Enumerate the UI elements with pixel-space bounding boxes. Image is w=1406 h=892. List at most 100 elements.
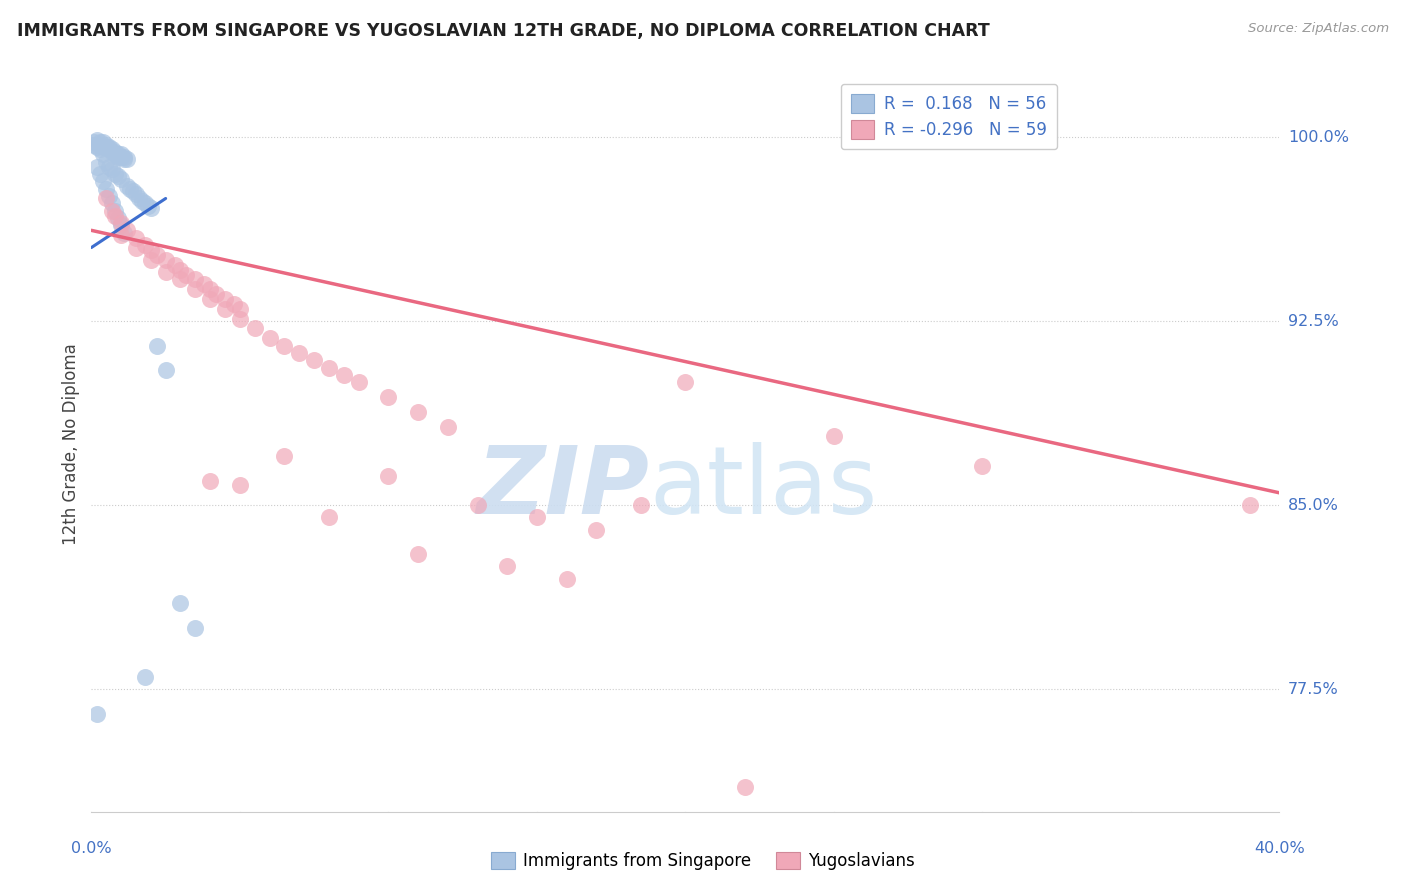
Point bbox=[89, 137, 111, 152]
Point bbox=[98, 160, 121, 174]
Point bbox=[436, 419, 458, 434]
Point bbox=[107, 147, 129, 161]
Point bbox=[101, 196, 124, 211]
Point bbox=[91, 135, 114, 149]
Point bbox=[273, 338, 295, 352]
Legend: R =  0.168   N = 56, R = -0.296   N = 59: R = 0.168 N = 56, R = -0.296 N = 59 bbox=[841, 84, 1057, 149]
Point bbox=[107, 150, 129, 164]
Point bbox=[134, 670, 156, 684]
Point bbox=[155, 363, 177, 377]
Point bbox=[91, 174, 114, 188]
Point bbox=[101, 203, 124, 218]
Point bbox=[205, 287, 228, 301]
Point bbox=[318, 360, 340, 375]
Point bbox=[112, 226, 135, 240]
Point bbox=[104, 147, 127, 161]
Point bbox=[112, 152, 135, 166]
Point bbox=[184, 282, 207, 296]
Point bbox=[214, 301, 236, 316]
Point bbox=[134, 238, 156, 252]
Point bbox=[118, 181, 141, 195]
Point bbox=[163, 258, 186, 272]
Point bbox=[630, 498, 652, 512]
Point bbox=[139, 243, 162, 257]
Point bbox=[86, 160, 108, 174]
Point bbox=[347, 376, 370, 390]
Point bbox=[184, 621, 207, 635]
Point bbox=[155, 252, 177, 267]
Point bbox=[110, 150, 132, 164]
Point bbox=[89, 142, 111, 156]
Point bbox=[86, 132, 108, 146]
Point bbox=[115, 152, 138, 166]
Point bbox=[169, 262, 191, 277]
Point bbox=[104, 203, 127, 218]
Text: 85.0%: 85.0% bbox=[1288, 498, 1339, 513]
Point bbox=[200, 292, 222, 306]
Point bbox=[193, 277, 215, 292]
Point bbox=[115, 179, 138, 194]
Point bbox=[83, 135, 105, 149]
Text: atlas: atlas bbox=[650, 442, 877, 534]
Point bbox=[229, 478, 252, 492]
Point bbox=[83, 137, 105, 152]
Point bbox=[585, 523, 607, 537]
Point bbox=[125, 186, 148, 201]
Point bbox=[155, 265, 177, 279]
Text: ZIP: ZIP bbox=[477, 442, 650, 534]
Point bbox=[98, 142, 121, 156]
Point bbox=[145, 338, 167, 352]
Point bbox=[222, 297, 245, 311]
Point bbox=[496, 559, 519, 574]
Point bbox=[184, 272, 207, 286]
Point bbox=[169, 272, 191, 286]
Point bbox=[145, 248, 167, 262]
Point bbox=[259, 331, 281, 345]
Point bbox=[406, 547, 429, 561]
Legend: Immigrants from Singapore, Yugoslavians: Immigrants from Singapore, Yugoslavians bbox=[485, 845, 921, 877]
Point bbox=[89, 135, 111, 149]
Point bbox=[377, 468, 399, 483]
Point bbox=[86, 140, 108, 154]
Point bbox=[89, 167, 111, 181]
Point bbox=[406, 405, 429, 419]
Text: 100.0%: 100.0% bbox=[1288, 129, 1348, 145]
Text: Source: ZipAtlas.com: Source: ZipAtlas.com bbox=[1249, 22, 1389, 36]
Point bbox=[139, 252, 162, 267]
Point bbox=[96, 181, 118, 195]
Point bbox=[555, 572, 578, 586]
Point bbox=[101, 142, 124, 156]
Point bbox=[104, 209, 127, 223]
Point bbox=[125, 240, 148, 254]
Point bbox=[333, 368, 356, 382]
Point bbox=[96, 191, 118, 205]
Point bbox=[122, 184, 145, 198]
Point bbox=[377, 390, 399, 404]
Point bbox=[318, 510, 340, 524]
Point bbox=[110, 228, 132, 243]
Point bbox=[467, 498, 489, 512]
Y-axis label: 12th Grade, No Diploma: 12th Grade, No Diploma bbox=[62, 343, 80, 545]
Point bbox=[96, 154, 118, 169]
Point bbox=[273, 449, 295, 463]
Point bbox=[200, 474, 222, 488]
Point bbox=[526, 510, 548, 524]
Point bbox=[104, 167, 127, 181]
Point bbox=[176, 268, 198, 282]
Point bbox=[110, 171, 132, 186]
Text: 40.0%: 40.0% bbox=[1254, 841, 1305, 856]
Point bbox=[673, 376, 696, 390]
Point bbox=[110, 219, 132, 233]
Text: 77.5%: 77.5% bbox=[1288, 681, 1339, 697]
Point bbox=[86, 706, 108, 721]
Text: IMMIGRANTS FROM SINGAPORE VS YUGOSLAVIAN 12TH GRADE, NO DIPLOMA CORRELATION CHAR: IMMIGRANTS FROM SINGAPORE VS YUGOSLAVIAN… bbox=[17, 22, 990, 40]
Point bbox=[734, 780, 756, 794]
Point bbox=[139, 201, 162, 215]
Point bbox=[128, 191, 150, 205]
Point bbox=[214, 292, 236, 306]
Point bbox=[91, 140, 114, 154]
Point bbox=[125, 230, 148, 244]
Point bbox=[91, 147, 114, 161]
Point bbox=[110, 216, 132, 230]
Point bbox=[134, 196, 156, 211]
